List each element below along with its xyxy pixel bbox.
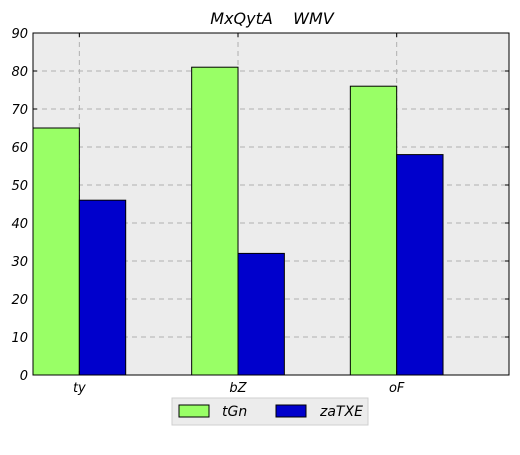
legend: tGn zaTXE	[171, 397, 369, 426]
x-tick-label: bZ	[229, 381, 247, 396]
bar-zaTXE-oF	[396, 154, 444, 376]
bar-tGn-bZ	[191, 66, 239, 376]
legend-swatch-tGn	[178, 404, 210, 418]
y-tick-label: 30	[11, 255, 28, 270]
y-tick-label: 0	[20, 369, 28, 384]
y-tick-label: 20	[11, 293, 28, 308]
y-tick-label: 10	[11, 331, 28, 346]
y-tick-label: 40	[11, 217, 28, 232]
chart-title: MxQytA WMV	[210, 9, 335, 28]
x-tick-label: ty	[73, 381, 86, 396]
legend-swatch-zaTXE	[275, 404, 307, 418]
plot-frame	[32, 32, 510, 376]
y-tick-label: 50	[11, 179, 28, 194]
bar-tGn-ty	[32, 127, 80, 376]
bar-zaTXE-bZ	[237, 252, 285, 376]
bar-zaTXE-ty	[78, 199, 127, 376]
legend-label-zaTXE: zaTXE	[319, 404, 363, 420]
y-tick-label: 60	[11, 141, 28, 156]
x-tick-label: oF	[389, 381, 405, 396]
legend-label-tGn: tGn	[222, 404, 247, 420]
y-tick-label: 70	[11, 103, 28, 118]
plot-area: 0 10 20 30 40 50 60 70 80 90 ty bZ oF	[11, 27, 510, 396]
y-tick-label: 80	[11, 65, 28, 80]
bar-tGn-oF	[349, 85, 398, 376]
y-tick-label: 90	[11, 27, 28, 42]
